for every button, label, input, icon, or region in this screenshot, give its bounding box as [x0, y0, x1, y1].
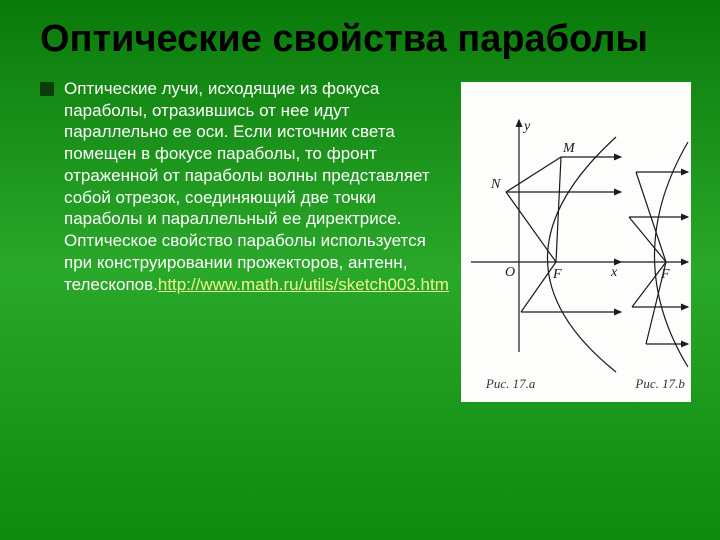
paragraph-text: Оптические лучи, исходящие из фокуса пар…: [64, 79, 430, 294]
diagram-panel: y x O N M F: [461, 82, 691, 402]
source-link[interactable]: http://www.math.ru/utils/sketch003.htm: [158, 275, 449, 294]
svg-text:F: F: [660, 267, 670, 282]
body-text: Оптические лучи, исходящие из фокуса пар…: [64, 78, 449, 296]
svg-text:y: y: [522, 119, 531, 134]
figure-caption-right: Рис. 17.b: [635, 376, 684, 392]
svg-text:F: F: [552, 267, 562, 282]
svg-text:N: N: [490, 177, 501, 192]
svg-text:x: x: [610, 265, 618, 280]
figure-caption-left: Рис. 17.а: [486, 376, 535, 392]
slide-title: Оптические свойства параболы: [40, 20, 690, 60]
bullet-square: [40, 82, 54, 96]
svg-text:M: M: [562, 141, 576, 156]
svg-text:O: O: [505, 265, 515, 280]
body-column: Оптические лучи, исходящие из фокуса пар…: [40, 78, 449, 296]
